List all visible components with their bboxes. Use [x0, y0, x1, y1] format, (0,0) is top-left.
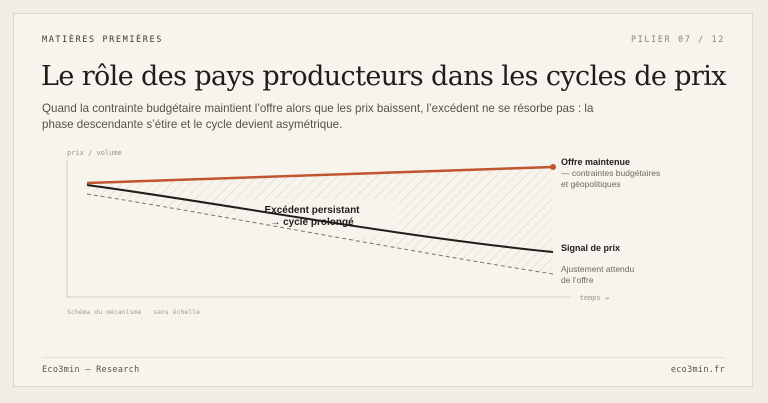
page-indicator: PILIER 07 / 12	[630, 35, 725, 45]
price-signal-line	[86, 184, 554, 253]
x-axis-label: temps →	[579, 294, 609, 302]
supply-line	[86, 165, 554, 185]
y-axis-label: prix / volume	[67, 149, 122, 157]
center-label-backdrop	[239, 199, 399, 237]
mechanism-diagram: prix / volume temps → Excédent persistan…	[66, 149, 660, 316]
page-subtitle: Quand la contrainte budgétaire maintient…	[42, 102, 594, 131]
section-kicker: MATIÈRES PREMIÈRES	[42, 35, 163, 45]
cycle-label: → cycle prolongé	[270, 217, 354, 228]
footer-divider	[42, 357, 725, 358]
supply-end-dot	[550, 164, 556, 170]
infographic-card: MATIÈRES PREMIÈRES PILIER 07 / 12 Le rôl…	[13, 13, 753, 387]
footer-website-link[interactable]: eco3min.fr	[670, 365, 725, 375]
diagram-caption: Schéma du mécanisme · sans échelle	[67, 308, 200, 316]
supply-label: Offre maintenue	[561, 157, 630, 167]
excess-label: Excédent persistant	[264, 205, 360, 216]
supply-note-2: et géopolitiques	[561, 179, 621, 189]
price-label: Signal de prix	[561, 243, 620, 253]
supply-note-1: — contraintes budgétaires	[561, 168, 660, 178]
expected-adjustment-line	[86, 193, 554, 275]
page-title: Le rôle des pays producteurs dans les cy…	[41, 61, 727, 92]
footer-brand: Eco3min — Research	[42, 365, 140, 375]
expected-label-1: Ajustement attendu	[561, 264, 635, 274]
expected-label-2: de l’offre	[561, 275, 594, 285]
